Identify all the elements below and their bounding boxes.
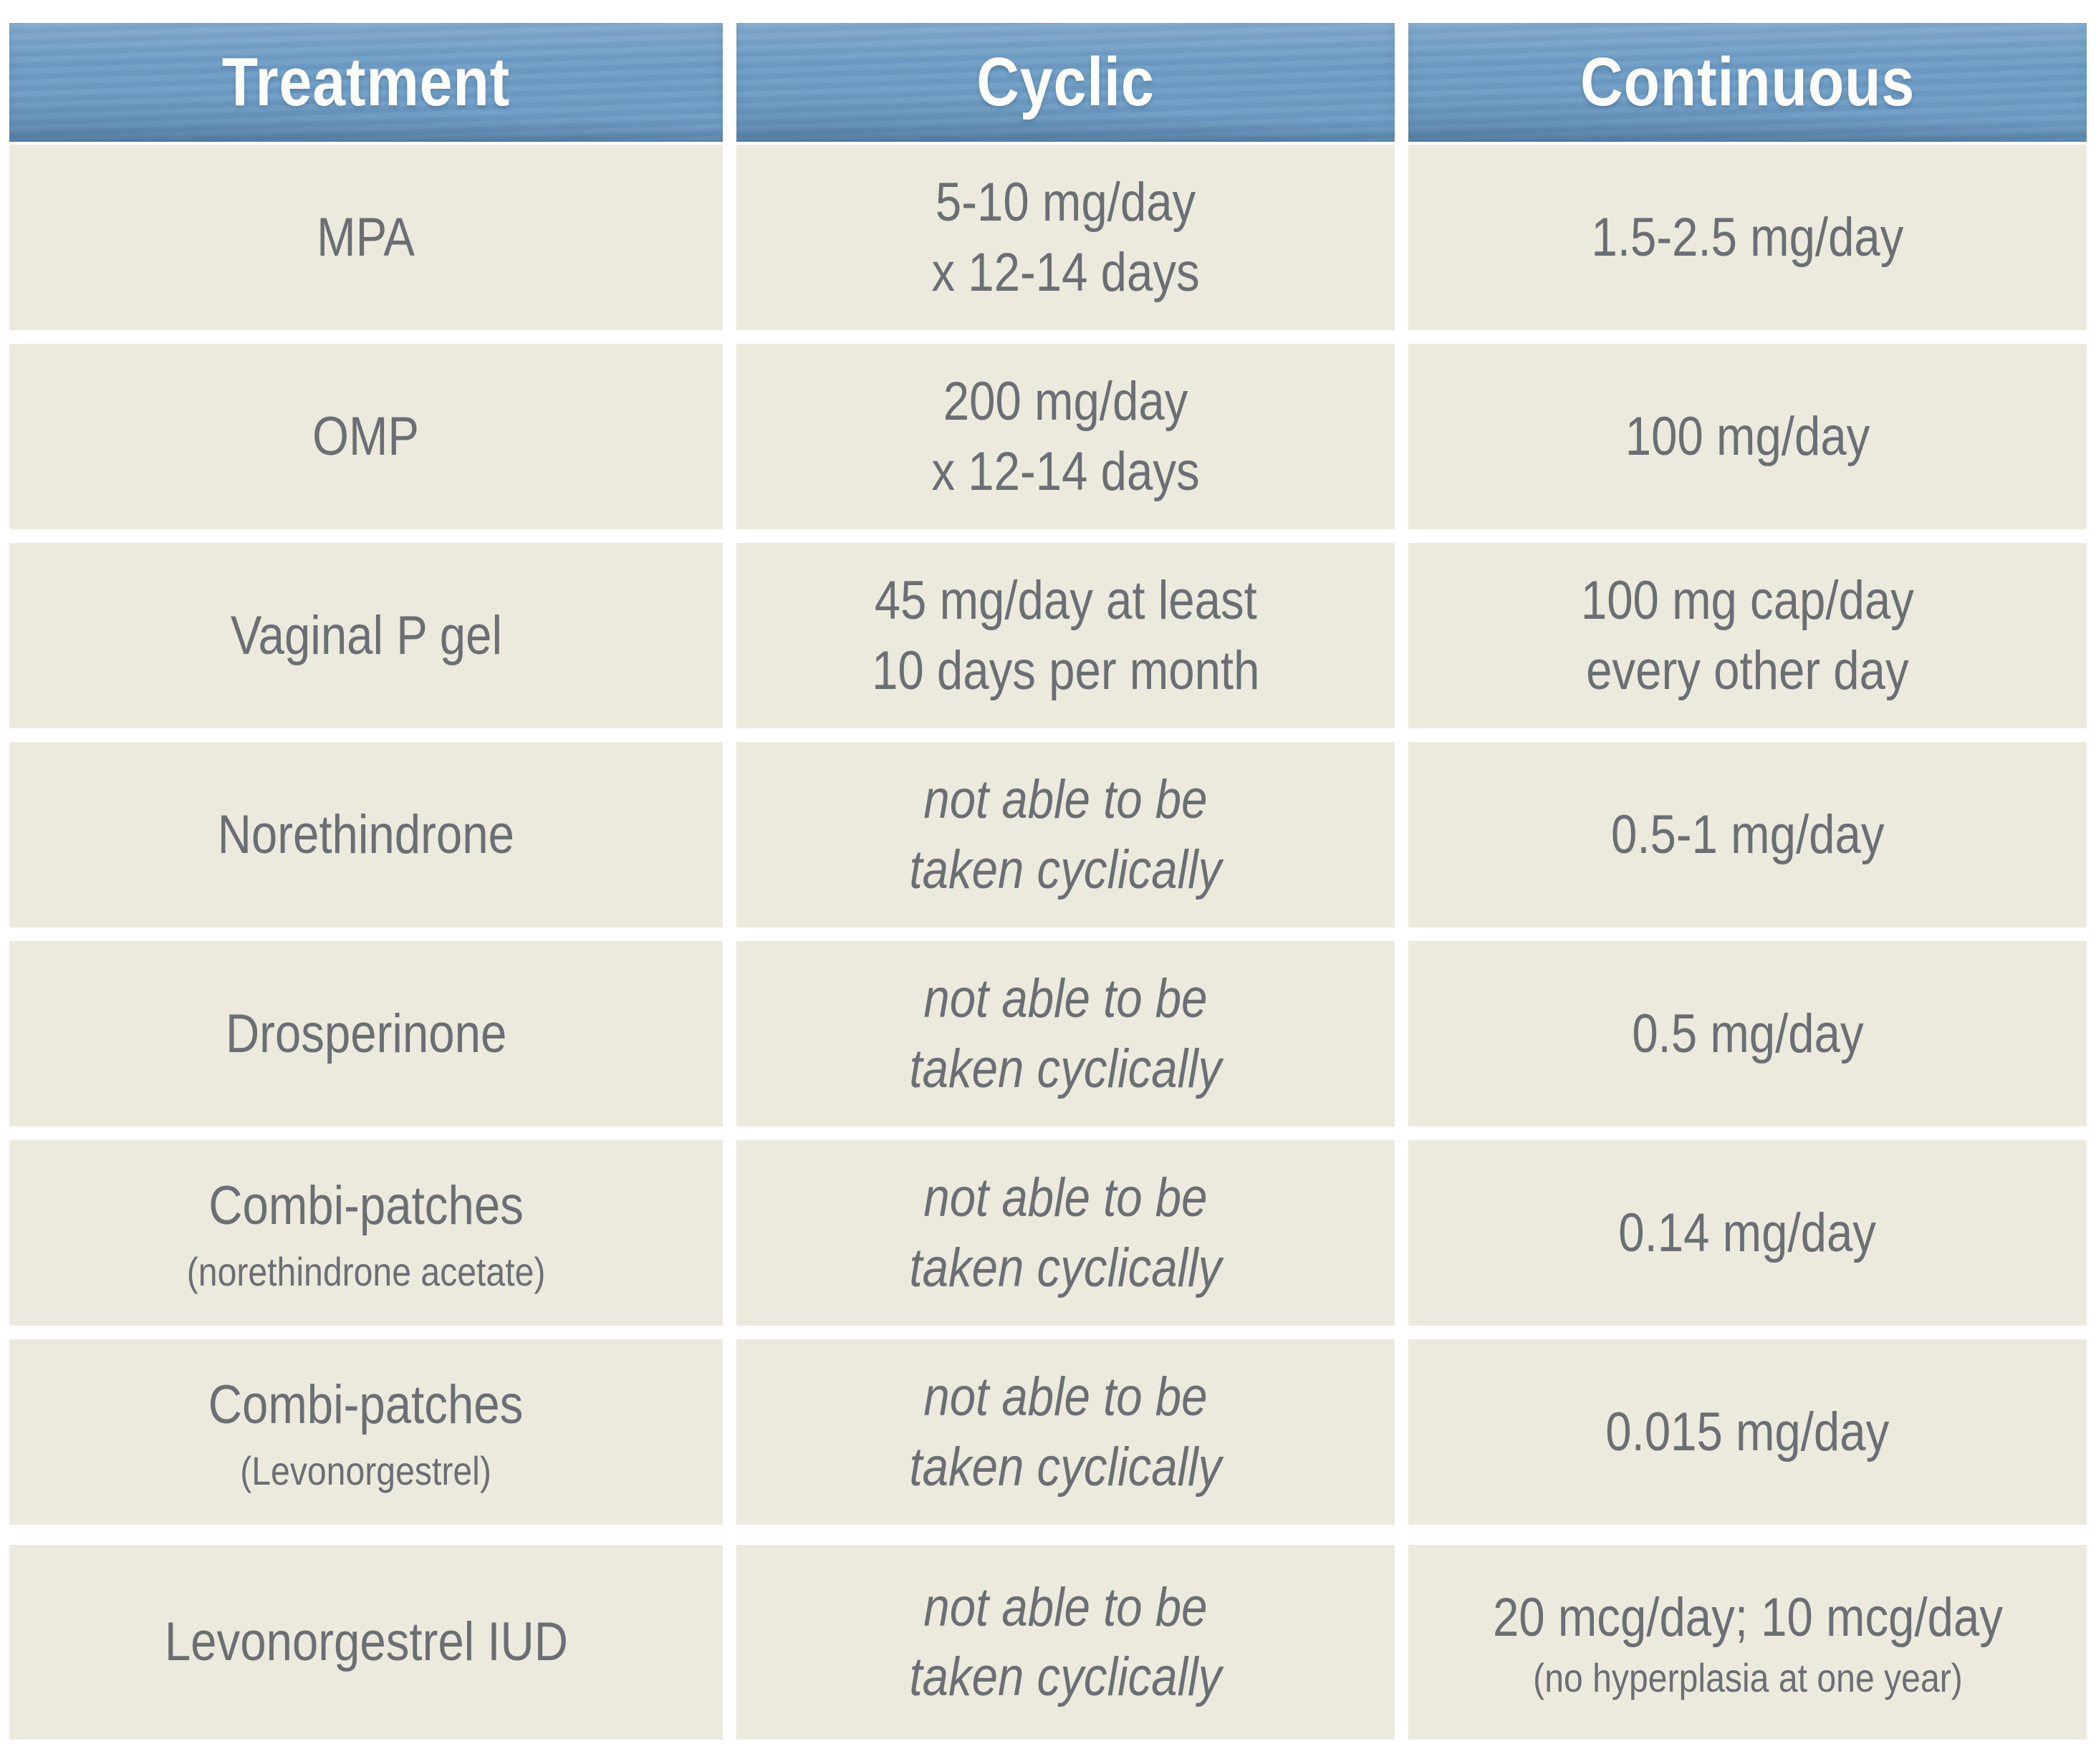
cyclic-cell: 5-10 mg/day x 12-14 days (736, 145, 1395, 330)
table-row: OMP 200 mg/day x 12-14 days 100 mg/day (9, 344, 2087, 529)
cell-line: 45 mg/day at least (874, 570, 1257, 632)
cell-subline: (no hyperplasia at one year) (1532, 1655, 1963, 1701)
cell-line: Levonorgestrel IUD (164, 1611, 568, 1673)
treatment-cell: Combi-patches (norethindrone acetate) (9, 1140, 723, 1326)
treatment-cell: OMP (9, 344, 723, 529)
header-label-continuous: Continuous (1580, 44, 1915, 120)
cell-line: Vaginal P gel (230, 604, 502, 666)
header-cell-treatment: Treatment (9, 23, 723, 142)
cell-line: 0.14 mg/day (1618, 1202, 1877, 1263)
cell-line: taken cyclically (909, 1237, 1222, 1298)
continuous-cell: 0.14 mg/day (1408, 1140, 2087, 1326)
cell-line: 5-10 mg/day (935, 172, 1196, 233)
treatment-cell: MPA (9, 145, 723, 330)
table-row: Norethindrone not able to be taken cycli… (9, 742, 2087, 927)
header-cell-cyclic: Cyclic (736, 23, 1395, 142)
cyclic-cell: not able to be taken cyclically (736, 941, 1395, 1127)
cell-line: 1.5-2.5 mg/day (1591, 206, 1904, 268)
table-row: MPA 5-10 mg/day x 12-14 days 1.5-2.5 mg/… (9, 145, 2087, 330)
continuous-cell: 0.5-1 mg/day (1408, 742, 2087, 927)
cell-line: 0.5-1 mg/day (1610, 804, 1885, 865)
continuous-cell: 100 mg/day (1408, 344, 2087, 529)
continuous-cell: 20 mcg/day; 10 mcg/day (no hyperplasia a… (1408, 1545, 2087, 1740)
cell-line: taken cyclically (909, 1038, 1222, 1099)
cell-line: 100 mg/day (1625, 405, 1870, 467)
cell-line: not able to be (923, 1576, 1208, 1638)
cell-line: not able to be (923, 769, 1208, 831)
cell-line: not able to be (923, 968, 1208, 1030)
cyclic-cell: not able to be taken cyclically (736, 1140, 1395, 1326)
cyclic-cell: 200 mg/day x 12-14 days (736, 344, 1395, 529)
continuous-cell: 0.015 mg/day (1408, 1339, 2087, 1525)
cell-line: 200 mg/day (943, 371, 1188, 433)
cell-line: Norethindrone (217, 804, 515, 865)
cell-line: 10 days per month (871, 640, 1260, 701)
continuous-cell: 1.5-2.5 mg/day (1408, 145, 2087, 330)
continuous-cell: 0.5 mg/day (1408, 941, 2087, 1127)
cell-line: x 12-14 days (931, 440, 1200, 502)
cell-line: x 12-14 days (931, 241, 1200, 303)
treatment-cell: Levonorgestrel IUD (9, 1545, 723, 1740)
treatment-cell: Combi-patches (Levonorgestrel) (9, 1339, 723, 1525)
cell-line: taken cyclically (909, 839, 1222, 900)
table-row: Vaginal P gel 45 mg/day at least 10 days… (9, 543, 2087, 728)
cyclic-cell: 45 mg/day at least 10 days per month (736, 543, 1395, 728)
cell-line: not able to be (923, 1167, 1208, 1229)
cell-subline: (Levonorgestrel) (240, 1447, 492, 1493)
cyclic-cell: not able to be taken cyclically (736, 1545, 1395, 1740)
cell-line: taken cyclically (909, 1436, 1222, 1498)
header-label-cyclic: Cyclic (976, 44, 1155, 120)
cell-line: OMP (312, 405, 420, 467)
table-row: Levonorgestrel IUD not able to be taken … (9, 1545, 2087, 1740)
cell-line: 20 mcg/day; 10 mcg/day (1492, 1587, 2003, 1649)
cell-line: 0.5 mg/day (1631, 1003, 1864, 1064)
header-cell-continuous: Continuous (1408, 23, 2087, 142)
cell-subline: (norethindrone acetate) (186, 1248, 546, 1294)
cell-line: taken cyclically (909, 1647, 1222, 1707)
cyclic-cell: not able to be taken cyclically (736, 742, 1395, 927)
cell-line: 0.015 mg/day (1605, 1401, 1890, 1462)
treatment-cell: Norethindrone (9, 742, 723, 927)
cyclic-cell: not able to be taken cyclically (736, 1339, 1395, 1525)
cell-line: not able to be (923, 1367, 1208, 1428)
cell-line: Combi-patches (208, 1374, 524, 1435)
cell-line: Combi-patches (208, 1175, 524, 1236)
continuous-cell: 100 mg cap/day every other day (1408, 543, 2087, 728)
table-row: Combi-patches (norethindrone acetate) no… (9, 1140, 2087, 1326)
table-row: Drosperinone not able to be taken cyclic… (9, 941, 2087, 1127)
cell-line: Drosperinone (225, 1003, 507, 1064)
cell-line: MPA (317, 206, 415, 268)
cell-line: every other day (1586, 640, 1909, 701)
table-header-row: Treatment Cyclic Continuous (9, 23, 2087, 142)
treatment-cell: Vaginal P gel (9, 543, 723, 728)
treatment-cell: Drosperinone (9, 941, 723, 1127)
cell-line: 100 mg cap/day (1580, 570, 1915, 632)
table-row: Combi-patches (Levonorgestrel) not able … (9, 1339, 2087, 1525)
header-label-treatment: Treatment (221, 44, 511, 120)
